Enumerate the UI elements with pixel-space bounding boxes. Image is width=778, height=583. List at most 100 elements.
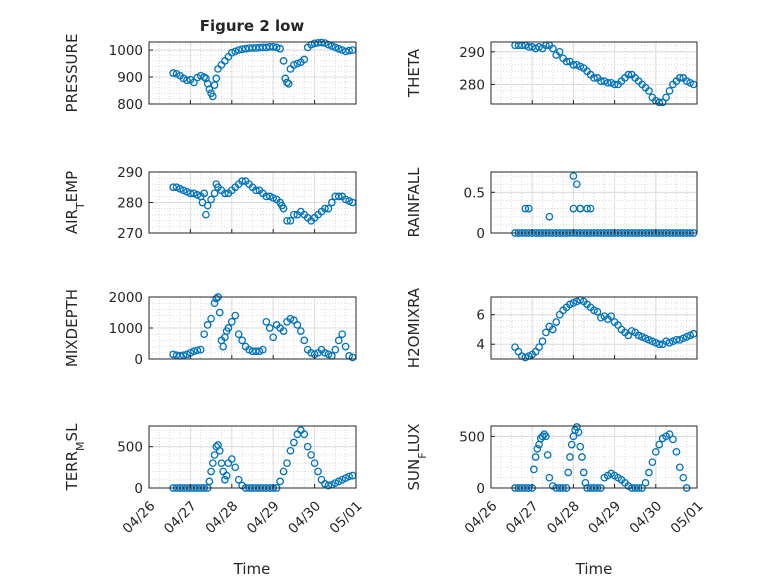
data-point [334, 192, 343, 201]
y-axis-label: THETA [405, 48, 423, 98]
data-point [200, 73, 209, 81]
data-point [548, 44, 557, 53]
y-axis-label: H2OMIXRA [405, 287, 423, 368]
data-point [597, 77, 605, 86]
data-point [238, 177, 246, 185]
data-point [290, 61, 298, 69]
data-point [293, 59, 302, 68]
data-point [669, 435, 677, 444]
data-point [334, 336, 343, 345]
y-tick-label: 290 [117, 165, 143, 181]
data-point [331, 43, 340, 52]
data-point [219, 342, 228, 351]
data-point [324, 204, 333, 213]
y-tick-label: 0 [476, 226, 485, 242]
y-tick-label: 270 [117, 226, 143, 242]
data-point [208, 459, 217, 468]
x-tick-label: 04/30 [285, 498, 324, 537]
y-axis-label: RAINFALL [405, 167, 423, 238]
y-tick-label: 900 [117, 70, 143, 86]
data-point [327, 42, 336, 50]
data-point [262, 317, 271, 326]
data-point [252, 186, 260, 195]
data-point [179, 351, 188, 360]
data-point [283, 459, 291, 468]
data-point [579, 468, 588, 477]
data-point [542, 432, 550, 441]
data-point [210, 81, 219, 89]
data-point [578, 453, 586, 461]
data-point [281, 74, 290, 83]
data-point [258, 345, 267, 354]
data-point [272, 43, 281, 52]
y-tick-label: 290 [459, 45, 485, 61]
data-point [569, 172, 578, 180]
data-point [238, 45, 246, 54]
subplot-pressure: 800 900 1000 PRESSURE [63, 34, 357, 113]
data-point [641, 478, 650, 487]
y-tick-label: 0 [134, 481, 143, 497]
data-point [331, 345, 340, 354]
data-point [345, 46, 353, 55]
data-point [542, 328, 550, 337]
data-point [234, 330, 243, 339]
data-point [169, 350, 177, 359]
axes-box [490, 425, 698, 489]
data-point [307, 40, 315, 49]
axes-box [490, 41, 698, 105]
data-point [679, 473, 688, 482]
data-point [300, 430, 309, 439]
data-point [540, 430, 549, 439]
data-point [345, 472, 353, 481]
data-point [234, 475, 243, 484]
data-point [210, 451, 219, 459]
data-point [252, 347, 260, 356]
data-point [672, 447, 681, 456]
data-point [672, 335, 681, 344]
y-axis-label: SUNFLUX [405, 424, 429, 491]
data-point [283, 78, 291, 87]
data-point [222, 471, 231, 480]
data-point [341, 47, 350, 56]
y-tick-label: 800 [117, 97, 143, 113]
data-point [548, 325, 557, 334]
y-axis-label: TERRMSL [63, 423, 87, 492]
data-point [269, 43, 278, 51]
data-point [524, 43, 533, 51]
data-point [203, 201, 212, 210]
data-point [227, 455, 236, 463]
data-point [665, 87, 674, 95]
data-point [535, 343, 543, 352]
data-point [286, 216, 295, 225]
y-tick-label: 0 [476, 481, 485, 497]
data-point [279, 204, 288, 213]
data-point [324, 40, 333, 49]
data-point [207, 467, 215, 476]
data-point [284, 79, 293, 88]
y-tick-label: 2000 [109, 290, 143, 306]
data-point [212, 74, 221, 83]
data-point [572, 423, 581, 431]
data-point [224, 324, 233, 332]
data-point [296, 327, 305, 335]
x-tick-label: 04/28 [202, 498, 241, 537]
data-point [543, 451, 552, 459]
data-point [279, 327, 288, 335]
y-tick-label: 0.5 [464, 185, 485, 201]
data-point [265, 324, 274, 332]
data-point [521, 204, 530, 213]
data-point [327, 198, 336, 207]
data-point [231, 311, 240, 320]
data-point [279, 467, 288, 476]
data-point [283, 216, 291, 225]
data-point [276, 477, 284, 486]
data-point [300, 55, 309, 64]
data-point [334, 44, 343, 53]
data-point [200, 330, 209, 339]
data-point [603, 78, 612, 87]
data-point [169, 183, 177, 192]
data-point [607, 312, 616, 321]
data-point [655, 440, 664, 449]
data-point [545, 212, 554, 221]
